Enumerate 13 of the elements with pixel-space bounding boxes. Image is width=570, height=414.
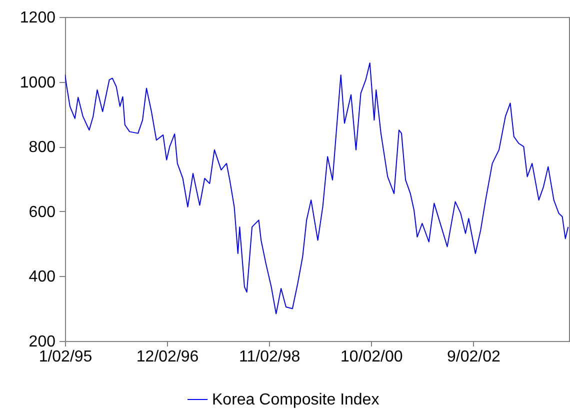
x-tick-label: 11/02/98 [239,348,300,366]
legend-label: Korea Composite Index [212,392,380,408]
y-tick-label: 600 [28,204,56,221]
y-tick-label: 1000 [20,74,56,92]
y-tick-label: 400 [28,268,56,286]
y-tick-label: 1200 [20,10,56,26]
y-tick-label: 200 [28,334,56,350]
x-tick-label: 12/02/96 [136,348,199,366]
x-tick-label: 1/02/95 [38,348,92,366]
x-tick-label: 10/02/00 [340,348,403,366]
y-tick-label: 800 [28,139,56,156]
x-tick-label: 9/02/02 [447,348,501,366]
line-series [65,62,569,314]
